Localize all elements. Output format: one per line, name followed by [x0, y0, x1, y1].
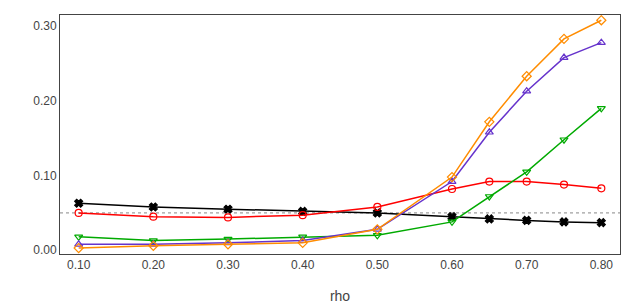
svg-text:0.20: 0.20 [142, 258, 166, 272]
svg-text:0.40: 0.40 [291, 258, 315, 272]
svg-text:0.20: 0.20 [33, 94, 57, 108]
svg-text:0.70: 0.70 [515, 258, 539, 272]
svg-text:0.80: 0.80 [590, 258, 614, 272]
svg-text:0.10: 0.10 [67, 258, 91, 272]
svg-text:rho: rho [330, 288, 350, 304]
svg-text:0.50: 0.50 [366, 258, 390, 272]
svg-text:0.60: 0.60 [440, 258, 464, 272]
svg-text:0.00: 0.00 [33, 243, 57, 257]
svg-text:0.30: 0.30 [33, 19, 57, 33]
svg-text:0.10: 0.10 [33, 169, 57, 183]
svg-text:0.30: 0.30 [216, 258, 240, 272]
